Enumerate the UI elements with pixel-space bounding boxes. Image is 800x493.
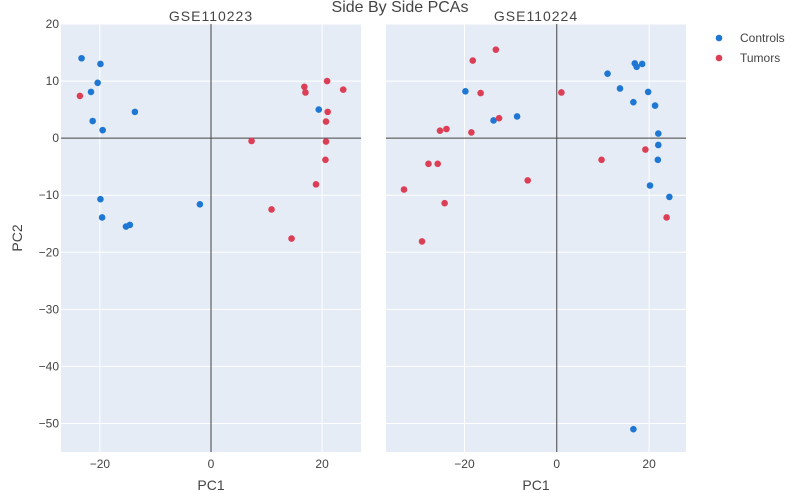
x-tick-label: 0 [553,457,560,471]
data-point [89,117,96,125]
data-point [322,156,329,164]
legend-marker [715,54,723,62]
data-point [434,160,441,168]
data-point [633,63,640,71]
data-point [131,108,139,116]
data-point [644,88,652,96]
data-point [642,146,649,153]
x-tick-label: 20 [642,457,656,471]
data-point [322,118,330,125]
data-point [666,193,673,201]
data-point [655,141,662,149]
chart-title: Side By Side PCAs [332,0,469,16]
data-point [654,156,662,164]
data-point [468,129,475,136]
data-point [425,160,432,168]
x-tick-label: −20 [454,457,475,471]
y-tick-label: −40 [39,359,60,373]
data-point [87,88,95,96]
data-point [126,221,134,229]
series-controls [78,54,323,230]
x-tick-label: 0 [208,457,215,471]
data-point [638,60,646,68]
legend-label: Tumors [740,51,780,65]
data-point [268,206,275,213]
data-point [441,199,448,207]
data-point [400,186,408,193]
data-point [99,126,106,134]
data-point [94,79,101,87]
data-point [312,181,320,188]
y-tick-label: −10 [39,188,60,202]
y-tick-label: −50 [39,416,60,430]
legend-label: Controls [740,31,785,45]
data-point [513,113,521,120]
data-point [492,46,500,53]
data-point [469,57,477,64]
y-tick-label: 0 [52,131,59,145]
y-tick-label: 20 [46,17,60,31]
series-controls [462,60,673,433]
panel-2: −20 0 20 GSE110224 PC1 [386,8,686,493]
series-tumors [400,46,670,245]
data-point [651,102,659,109]
data-point [323,77,331,85]
data-point [97,195,104,203]
y-tick-label: −20 [39,245,60,259]
data-point [196,201,204,208]
data-point [630,425,637,433]
data-point [524,177,531,184]
data-point [436,127,444,135]
data-point [630,98,637,106]
panel-1: −20 0 20 20 10 0 −10 −20 −30 −40 −50 GSE110223 PC1 [39,8,361,493]
data-point [97,60,104,68]
subplot-title: GSE110223 [169,8,253,24]
data-point [646,182,654,189]
subplot-title: GSE110224 [494,8,578,24]
data-point [495,114,503,122]
data-point [76,92,84,100]
data-point [462,88,469,95]
data-point [248,137,255,145]
series-tumors [76,77,347,242]
y-tick-label: 10 [46,74,60,88]
data-point [443,125,450,133]
data-point [598,156,605,164]
data-point [663,214,670,221]
data-point [322,138,330,145]
data-point [490,117,497,124]
data-point [655,130,662,137]
data-point [339,86,347,93]
data-point [315,106,323,113]
data-point [301,83,308,91]
data-point [302,89,309,96]
y-axis-title: PC2 [9,224,25,251]
x-axis-title: PC1 [197,477,224,493]
data-point [98,214,106,221]
data-point [418,238,426,245]
data-point [477,89,484,97]
panels: −20 0 2020100−10−20−30−40−50GSE110223PC1−2… [39,8,686,493]
legend: Controls Tumors [715,31,785,65]
plot-background [386,24,686,452]
x-axis-title: PC1 [522,477,549,493]
data-point [616,85,624,92]
x-tick-label: 20 [315,457,329,471]
data-point [558,89,565,96]
y-tick-label: −30 [39,302,60,316]
data-point [78,54,85,62]
data-point [288,235,295,242]
data-point [604,70,611,77]
x-tick-label: −20 [90,457,111,471]
legend-marker [715,34,723,42]
data-point [324,108,331,116]
